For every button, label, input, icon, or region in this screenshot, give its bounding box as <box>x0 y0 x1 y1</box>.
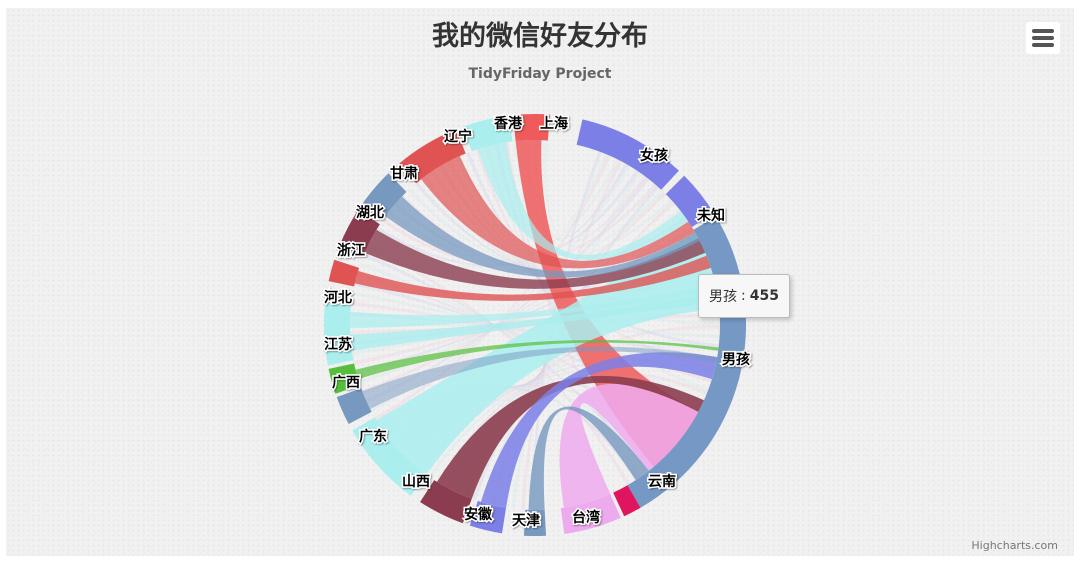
node-arc[interactable] <box>420 480 472 524</box>
node-arc[interactable] <box>336 388 372 425</box>
link-ribbon[interactable] <box>355 339 719 380</box>
node-label: 甘肃 <box>390 165 418 182</box>
node-arc[interactable] <box>339 210 380 256</box>
node-label: 香港 <box>493 115 523 132</box>
node-arc[interactable] <box>613 485 641 517</box>
tooltip: 男孩: 455 <box>698 274 790 318</box>
node-arc[interactable] <box>352 417 427 496</box>
links-group <box>350 140 720 510</box>
link-ribbon[interactable] <box>385 196 700 278</box>
node-label: 未知 <box>697 207 725 224</box>
node-arc[interactable] <box>324 302 354 366</box>
node-arc[interactable] <box>362 173 407 219</box>
node-label: 广西 <box>332 374 360 391</box>
node-arc[interactable] <box>627 216 747 508</box>
node-arc[interactable] <box>512 114 550 142</box>
node-label: 安徽 <box>464 506 493 523</box>
node-arc[interactable] <box>523 509 547 536</box>
link-ribbon[interactable] <box>350 283 717 329</box>
link-ribbon[interactable] <box>421 155 696 269</box>
node-label: 辽宁 <box>444 128 472 145</box>
tooltip-value: 455 <box>749 288 779 304</box>
link-ribbon[interactable] <box>350 292 719 351</box>
node-arcs-group <box>324 114 746 536</box>
node-label: 浙江 <box>337 242 365 259</box>
node-label: 上海 <box>540 115 568 132</box>
node-arc[interactable] <box>328 259 360 287</box>
node-label: 江苏 <box>324 336 352 353</box>
node-arc[interactable] <box>399 129 466 184</box>
hamburger-menu-icon[interactable] <box>1026 22 1060 54</box>
link-faint <box>351 267 713 356</box>
link-ribbon[interactable] <box>436 375 705 499</box>
node-label: 男孩 <box>722 351 750 368</box>
node-label: 云南 <box>648 473 676 490</box>
chart-subtitle: TidyFriday Project <box>468 66 612 82</box>
node-arc[interactable] <box>560 494 621 534</box>
link-ribbon[interactable] <box>354 255 711 301</box>
link-ribbon[interactable] <box>362 346 718 409</box>
node-label: 天津 <box>512 512 540 529</box>
link-ribbon[interactable] <box>480 352 718 508</box>
credits-link[interactable]: Highcharts.com <box>971 539 1058 552</box>
link-faint <box>350 321 720 339</box>
node-label: 台湾 <box>572 509 600 526</box>
tooltip-separator: : <box>741 288 746 304</box>
node-arc[interactable] <box>665 175 714 227</box>
node-arc[interactable] <box>469 500 507 534</box>
link-ribbon[interactable] <box>528 406 649 510</box>
node-label: 女孩 <box>640 147 668 164</box>
chart-title: 我的微信好友分布 <box>432 21 648 52</box>
node-arc[interactable] <box>328 363 361 394</box>
link-ribbon[interactable] <box>477 142 689 260</box>
tooltip-name: 男孩 <box>709 289 738 305</box>
node-arc[interactable] <box>576 119 679 190</box>
node-label: 河北 <box>324 289 352 306</box>
node-arc[interactable] <box>462 115 513 152</box>
node-label: 山西 <box>402 474 430 490</box>
link-ribbon[interactable] <box>364 229 706 289</box>
node-label: 广东 <box>359 428 387 445</box>
link-faint <box>514 140 608 237</box>
node-label: 湖北 <box>356 205 384 221</box>
link-ribbon[interactable] <box>559 383 699 508</box>
